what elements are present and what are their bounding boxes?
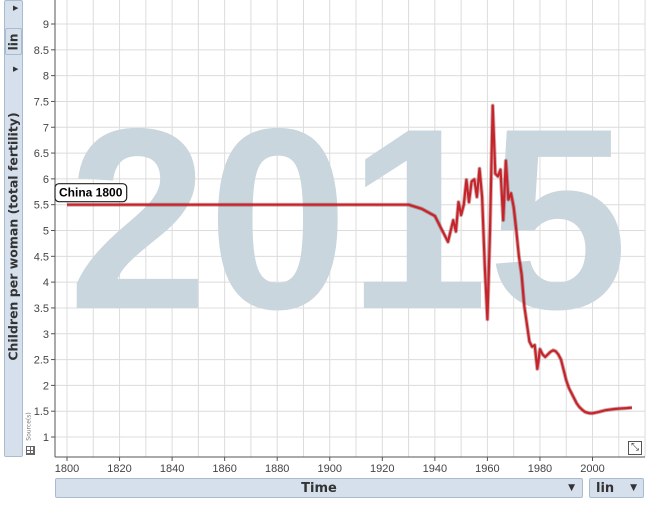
x-tick-label: 2000	[580, 463, 604, 475]
y-tick-label: 9	[43, 19, 49, 31]
y-tick-label: 8.5	[34, 45, 49, 57]
y-tick-label: 4	[43, 277, 49, 289]
y-tick-label: 5	[43, 226, 49, 238]
y-axis-ticks: 1 1.5 2 2.5 3 3.5 4 4.5 5 5.5 6 6.5 7 7.5 8 8.5 9	[34, 19, 55, 444]
y-tick-label: 8	[43, 71, 49, 83]
y-tick-label: 5.5	[34, 200, 49, 212]
x-axis-indicator-selector[interactable]: Time ▼	[55, 478, 583, 498]
x-scale-label: lin	[596, 481, 615, 496]
x-tick-label: 1860	[212, 463, 236, 475]
year-watermark: 2015	[68, 74, 628, 363]
x-tick-label: 1880	[265, 463, 289, 475]
y-axis-selector-strip[interactable]: ▶ ▶	[4, 0, 23, 457]
entity-label[interactable]: China 1800	[54, 183, 128, 203]
y-scale-selector[interactable]: lin	[5, 28, 22, 55]
y-tick-label: 6	[43, 174, 49, 186]
x-tick-label: 1980	[528, 463, 552, 475]
table-icon[interactable]	[26, 446, 35, 455]
x-tick-label: 1820	[107, 463, 131, 475]
y-tick-label: 1	[43, 432, 49, 444]
chevron-down-icon: ▼	[630, 483, 637, 493]
y-tick-label: 2	[43, 380, 49, 392]
x-scale-selector[interactable]: lin ▼	[589, 478, 644, 498]
x-tick-label: 1900	[318, 463, 342, 475]
chevron-down-icon: ▼	[568, 483, 575, 493]
x-tick-label: 1920	[370, 463, 394, 475]
x-tick-label: 1800	[55, 463, 79, 475]
x-tick-label: 1940	[423, 463, 447, 475]
entity-label-box	[54, 183, 128, 203]
expand-icon[interactable]: ⤡	[628, 441, 642, 455]
series-line-china[interactable]	[67, 104, 633, 415]
x-tick-label: 1840	[160, 463, 184, 475]
y-tick-label: 2.5	[34, 355, 49, 367]
y-tick-label: 1.5	[34, 406, 49, 418]
plot-area	[35, 0, 645, 457]
chevron-right-icon: ▶	[13, 4, 19, 12]
y-tick-label: 3.5	[34, 303, 49, 315]
entity-label-text: China 1800	[59, 186, 123, 200]
y-tick-label: 6.5	[34, 148, 49, 160]
y-tick-label: 7.5	[34, 96, 49, 108]
chevron-right-icon[interactable]: ▶	[13, 65, 19, 73]
y-tick-label: 4.5	[34, 251, 49, 263]
y-tick-label: 7	[43, 122, 49, 134]
grid-lines	[55, 0, 646, 457]
x-axis-label: Time	[301, 481, 337, 496]
y-tick-label: 3	[43, 329, 49, 341]
x-axis-ticks: 1800 1820 1840 1860 1880 1900 1920 1940 1960 1980…	[55, 457, 605, 475]
x-tick-label: 1960	[475, 463, 499, 475]
